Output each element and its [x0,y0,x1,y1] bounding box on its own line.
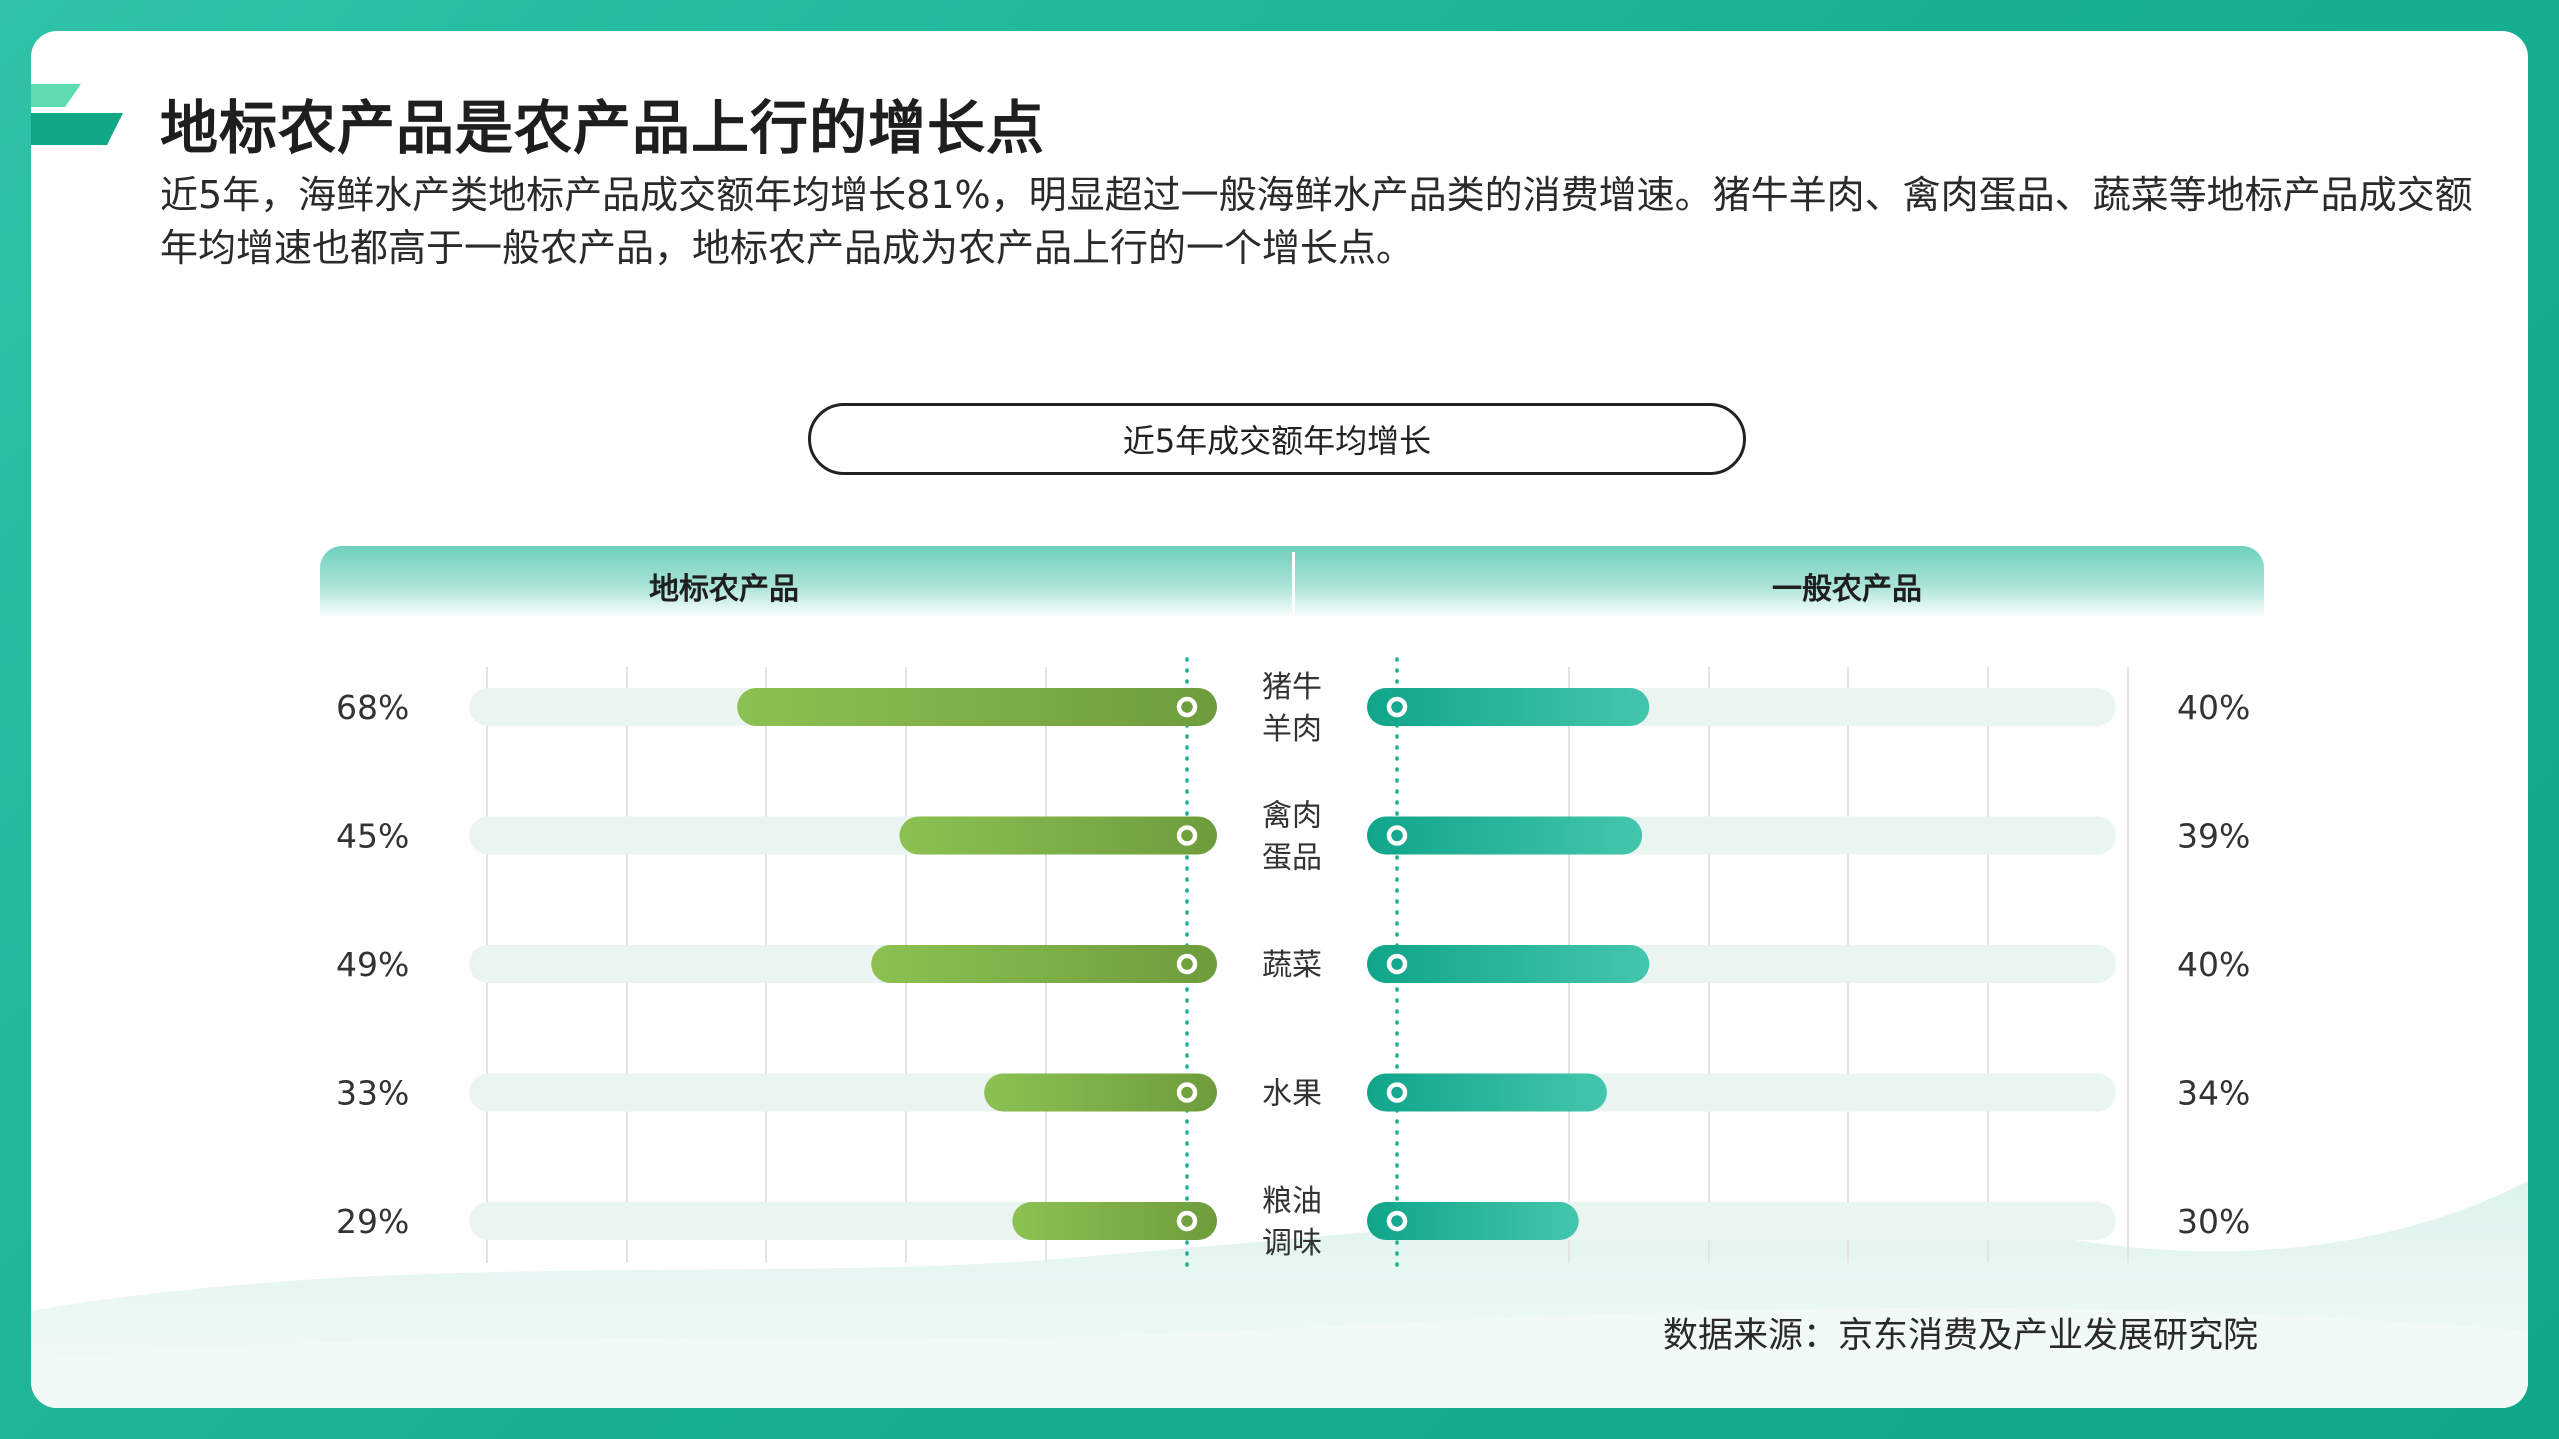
right-bar [1367,1073,1607,1112]
right-bar-marker-icon [1386,1082,1408,1103]
left-bar-marker-icon [1176,825,1198,846]
category-label: 蔬菜 [1262,948,1322,983]
left-value-label: 68% [336,688,409,727]
left-value-label: 33% [336,1074,409,1113]
left-value-label: 29% [336,1202,409,1241]
column-header-divider [1292,552,1295,620]
content-card: 地标农产品是农产品上行的增长点 近5年，海鲜水产类地标产品成交额年均增长81%，… [31,31,2528,1408]
right-value-label: 40% [2177,945,2250,984]
left-bar-marker-icon [1176,1210,1198,1232]
category-label: 水果 [1262,1077,1322,1112]
page-title: 地标农产品是农产品上行的增长点 [160,94,1046,162]
butterfly-bar-chart: 68% 40% 猪牛羊肉 45% 39% 禽肉蛋品 49% 40% 蔬菜 33% 34% 水果 29% 3… [336,657,2250,1275]
right-value-label: 39% [2177,817,2250,856]
category-label: 禽肉 [1262,799,1322,834]
category-label: 调味 [1262,1226,1322,1261]
source-note: 数据来源：京东消费及产业发展研究院 [1662,1316,2258,1356]
corner-accent-icon [31,84,123,145]
right-bar [1367,816,1643,855]
right-value-label: 30% [2177,1202,2250,1241]
right-column-header: 一般农产品 [1772,572,1922,607]
category-label: 蛋品 [1262,841,1322,876]
category-label: 粮油 [1262,1184,1322,1219]
category-label: 猪牛 [1262,670,1322,705]
right-bar-marker-icon [1386,1210,1408,1232]
left-bar [871,945,1217,983]
category-label: 羊肉 [1262,712,1322,747]
right-bar-marker-icon [1386,953,1408,975]
left-bar [737,688,1217,726]
left-bar-marker-icon [1176,696,1198,718]
right-value-label: 40% [2177,688,2250,727]
right-bar [1367,945,1650,983]
left-value-label: 45% [336,817,409,856]
right-bar-marker-icon [1386,825,1408,846]
left-bar [1012,1202,1217,1240]
page-description: 近5年，海鲜水产类地标产品成交额年均增长81%，明显超过一般海鲜水产品类的消费增… [160,173,2473,270]
chart-title: 近5年成交额年均增长 [808,403,1746,475]
right-value-label: 34% [2177,1074,2250,1113]
left-column-header: 地标农产品 [649,572,799,607]
left-bar-marker-icon [1176,953,1198,975]
left-bar-marker-icon [1176,1082,1198,1103]
left-bar [899,816,1217,855]
left-value-label: 49% [336,945,409,984]
left-bar [984,1073,1217,1112]
right-bar-marker-icon [1386,696,1408,718]
right-bar [1367,688,1650,726]
right-bar [1367,1202,1579,1240]
